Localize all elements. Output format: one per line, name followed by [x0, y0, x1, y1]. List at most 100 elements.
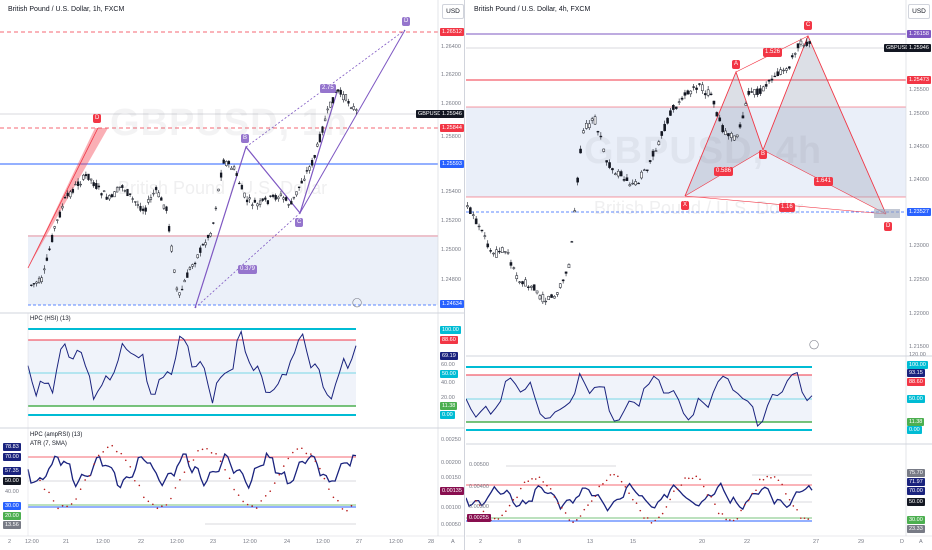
candle-body	[178, 292, 181, 296]
candle-body	[643, 169, 646, 171]
candle-body	[342, 94, 345, 101]
ratio-label: 1.16	[779, 203, 795, 212]
atr-dot	[88, 475, 91, 477]
candle-body	[631, 182, 635, 185]
hsi-axis: 20.00	[441, 395, 455, 401]
atr-dot	[620, 480, 623, 483]
candle-body	[232, 166, 236, 170]
auto-scale-button[interactable]: A	[919, 539, 923, 545]
atr-dot	[251, 505, 253, 507]
candle-body	[808, 41, 811, 44]
price-tag-low: 1.24634	[440, 300, 464, 308]
atr-dot	[310, 453, 312, 455]
watermark-name: British Pound / U.S. Dollar	[594, 198, 804, 218]
indicator-atr-label[interactable]: ATR (7, SMA)	[30, 441, 67, 447]
hsi-axis: 120.00	[909, 352, 926, 358]
chart-1h-canvas[interactable]	[0, 0, 464, 550]
candle-body	[329, 101, 332, 108]
atr-dot	[751, 492, 754, 495]
candle-body	[509, 262, 513, 266]
atr-dot	[516, 496, 518, 499]
currency-button[interactable]: USD	[442, 4, 464, 19]
atr-dot	[292, 451, 294, 454]
atr-dot	[323, 477, 326, 480]
candle-body	[799, 40, 803, 45]
symbol-tag: GBPUSD	[416, 110, 444, 118]
atr-dot	[337, 499, 339, 502]
time-label: 22	[138, 539, 145, 545]
chart-4h-canvas[interactable]	[466, 0, 932, 550]
watermark-name: British Pound / U.S. Dollar	[118, 178, 328, 198]
candle-body	[669, 110, 672, 116]
atr-dot	[197, 449, 199, 452]
auto-scale-button[interactable]: A	[451, 539, 455, 545]
hsi-axis: 11.38	[907, 418, 925, 426]
price-tag-target: 1.23527	[907, 208, 931, 216]
atr-dot	[255, 507, 258, 509]
candle-body	[152, 192, 155, 195]
atr-dot	[721, 513, 724, 515]
clock-icon[interactable]: ◯	[352, 297, 363, 307]
atr-dot	[296, 448, 299, 450]
candle-body	[660, 131, 664, 136]
indicator-hsi-label[interactable]: HPC (HSI) (13)	[30, 316, 71, 322]
candle-body	[115, 187, 119, 193]
atr-dot	[124, 459, 127, 462]
candle-body	[50, 235, 54, 243]
candlesticks-4h	[466, 38, 811, 306]
candle-body	[82, 174, 85, 180]
atr-dot	[792, 505, 795, 507]
candle-body	[297, 186, 301, 188]
atr-dot	[147, 500, 150, 503]
candle-body	[483, 235, 487, 237]
rsi-axis: 75.70	[907, 469, 925, 477]
currency-button[interactable]: USD	[908, 4, 930, 19]
candle-body	[131, 198, 134, 200]
candle-body	[515, 275, 519, 280]
candle-body	[732, 135, 736, 141]
candle-body	[489, 250, 492, 252]
atr-dot	[192, 459, 195, 461]
atr-dot	[710, 495, 712, 498]
candle-body	[779, 69, 782, 75]
atr-dot	[717, 512, 720, 515]
atr-dot	[777, 479, 780, 482]
candle-body	[741, 115, 745, 119]
atr-dot	[527, 480, 530, 483]
atr-dot	[111, 444, 114, 447]
atr-dot	[287, 457, 290, 460]
candle-body	[173, 269, 176, 273]
candle-body	[105, 196, 108, 200]
chart-panel-4h[interactable]: British Pound / U.S. Dollar, 4h, FXCM GB…	[466, 0, 932, 550]
rsi-left-axis: 40.00	[5, 489, 19, 495]
candle-body	[71, 189, 75, 193]
ratio-label: 0.586	[714, 167, 734, 176]
candle-body	[564, 271, 568, 274]
pattern-point-d: D	[402, 17, 411, 26]
atr-dot	[568, 519, 571, 521]
candle-body	[139, 206, 142, 211]
candle-body	[593, 116, 597, 125]
atr-dot	[673, 490, 675, 492]
candle-body	[480, 229, 484, 232]
atr-dot	[729, 519, 731, 521]
candle-body	[313, 155, 316, 158]
candle-body	[773, 75, 777, 78]
candle-body	[48, 248, 51, 251]
chart-panel-1h[interactable]: British Pound / U.S. Dollar, 1h, FXCM GB…	[0, 0, 465, 550]
candle-body	[201, 244, 205, 246]
hsi-axis: 40.00	[441, 380, 455, 386]
indicator-amprsi-label[interactable]: HPC (ampRSI) (13)	[30, 432, 83, 438]
atr-axis: 0.00200	[441, 460, 461, 466]
atr-dot	[120, 452, 123, 455]
candle-body	[284, 197, 288, 201]
atr-dot	[70, 503, 73, 505]
atr-dot	[587, 504, 589, 506]
price-label: 1.22500	[909, 277, 929, 283]
candle-body	[750, 91, 753, 93]
atr-dot	[52, 500, 55, 502]
atr-dot	[747, 499, 750, 502]
clock-icon[interactable]: ◯	[809, 339, 820, 349]
atr-axis: 0.00100	[441, 505, 461, 511]
candle-body	[204, 242, 207, 246]
